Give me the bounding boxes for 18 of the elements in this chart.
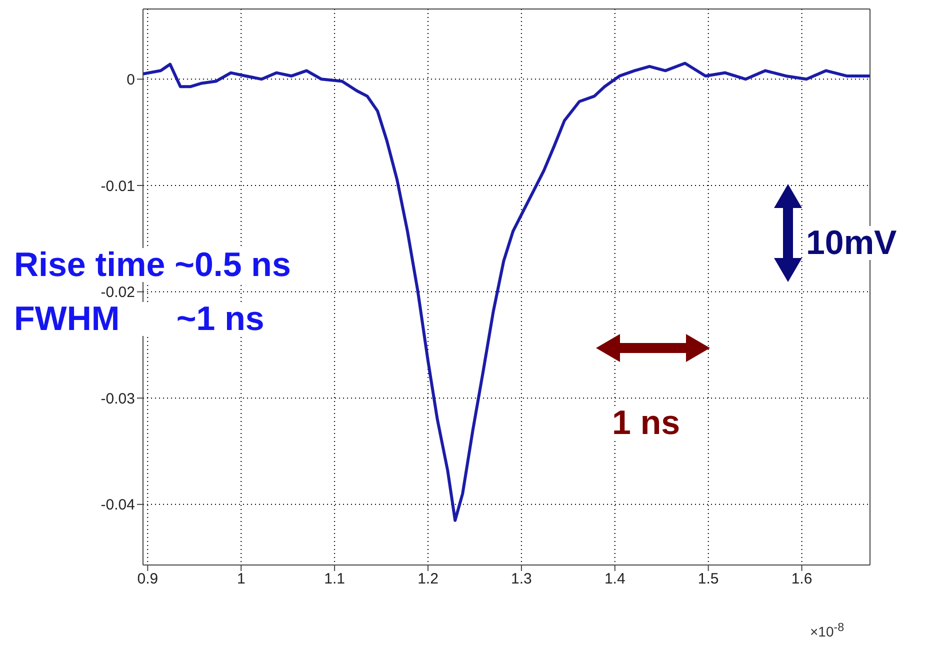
annotation: Rise time ~0.5 ns <box>14 246 291 284</box>
text: ×10$^{-8}$ <box>810 621 844 640</box>
x-tick-label: 1.1 <box>324 570 345 588</box>
x-tick-label: 1.2 <box>418 570 438 588</box>
x-tick-label: 1.3 <box>511 570 532 588</box>
x-tick-label: 0.9 <box>137 570 158 588</box>
annotation: 10mV <box>806 224 897 262</box>
x-tick-label: 1.4 <box>604 570 626 588</box>
annotation: FWHM ~1 ns <box>14 300 264 338</box>
y-tick-label: -0.02 <box>100 284 135 302</box>
x-tick-label: 1.5 <box>698 570 719 588</box>
x-tick-label: 1 <box>236 570 246 588</box>
annotation: 1 ns <box>612 404 680 442</box>
x-tick-label: 1.6 <box>791 570 812 588</box>
y-tick-label: -0.04 <box>100 496 135 514</box>
y-tick-label: 0 <box>126 71 135 88</box>
y-tick-label: -0.01 <box>100 178 135 195</box>
y-tick-label: -0.03 <box>100 390 135 408</box>
